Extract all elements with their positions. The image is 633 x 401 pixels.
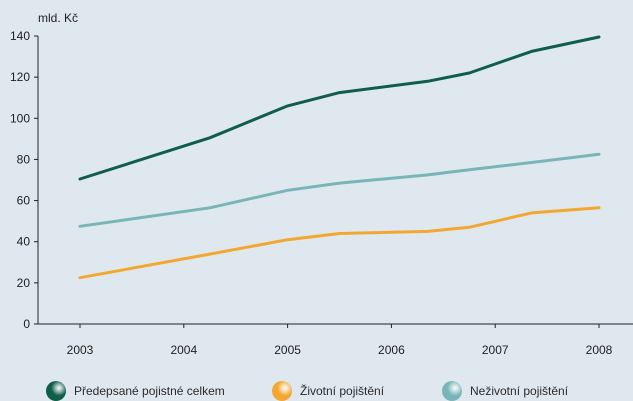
x-tick-label: 2008: [586, 343, 613, 357]
x-tick-label: 2006: [378, 343, 405, 357]
y-tick-label: 0: [23, 317, 30, 331]
legend-marker-3: [442, 381, 462, 401]
series-line-3: [78, 152, 601, 228]
x-tick-label: 2005: [274, 343, 301, 357]
legend: Předepsané pojistné celkem Životní pojišt…: [46, 381, 569, 401]
y-tick-label: 100: [10, 111, 30, 125]
legend-label-2: Životní pojištění: [300, 383, 385, 398]
y-tick-label: 80: [17, 152, 31, 166]
y-tick-label: 140: [10, 29, 30, 43]
series-line-2: [78, 206, 601, 280]
legend-marker-1: [46, 381, 66, 401]
x-tick-label: 2007: [482, 343, 509, 357]
legend-label-1: Předepsané pojistné celkem: [74, 384, 225, 398]
x-tick-label: 2004: [170, 343, 197, 357]
series-line-1: [78, 35, 601, 181]
y-tick-label: 60: [17, 194, 31, 208]
y-tick-label: 120: [10, 70, 30, 84]
legend-label-3: Neživotní pojištění: [470, 384, 569, 398]
y-tick-label: 40: [17, 235, 31, 249]
axes: 0 20 40 60 80 100 120 140 2003 2004 2005 2006 2007 20…: [10, 29, 633, 357]
legend-marker-2: [272, 381, 292, 401]
x-tick-label: 2003: [67, 343, 94, 357]
y-axis-unit-label: mld. Kč: [38, 11, 78, 25]
y-tick-label: 20: [17, 276, 31, 290]
series-lines: [78, 35, 601, 280]
